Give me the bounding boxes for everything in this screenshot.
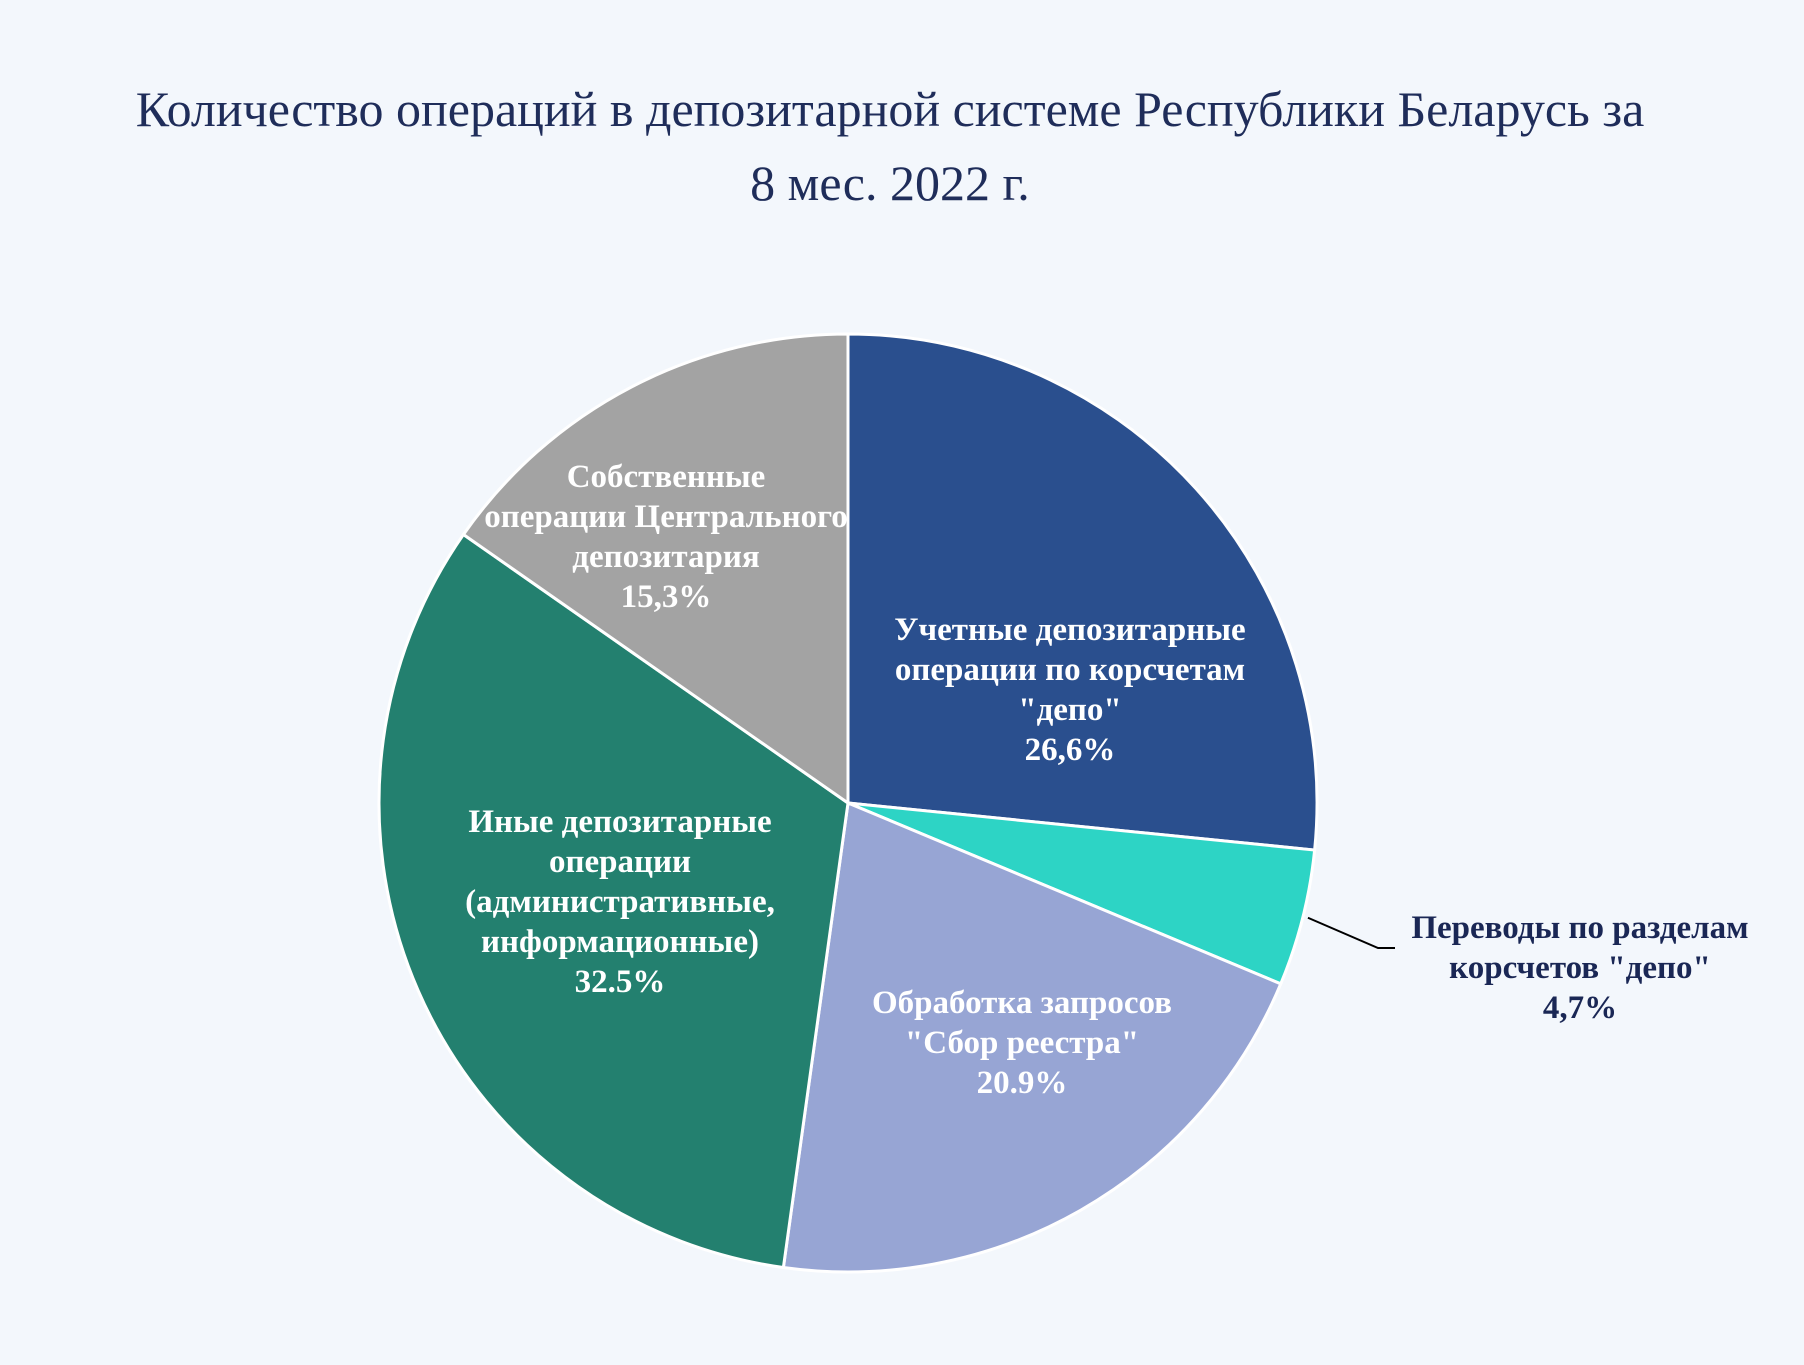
slice-name-line-1-1: корсчетов "депо" (1449, 950, 1711, 986)
chart-title-line-2: 8 мес. 2022 г. (750, 155, 1030, 211)
slice-value-label-3: 32.5% (575, 964, 666, 1000)
slice-name-line-2-1: "Сбор реестра" (905, 1025, 1139, 1061)
slice-label-3: Иные депозитарные операции (административн… (465, 804, 775, 1000)
pie-slice-4 (461, 332, 850, 806)
slice-label-2: Обработка запросов "Сбор реестра" 20.9% (872, 985, 1172, 1101)
slice-name-line-4-1: операции Центрального (484, 499, 848, 535)
slice-name-line-2-0: Обработка запросов (872, 985, 1172, 1021)
slice-value-label-0: 26,6% (1025, 732, 1116, 768)
leader-line-1 (1307, 916, 1395, 949)
slice-value-label-4: 15,3% (621, 579, 712, 615)
slice-name-line-1-0: Переводы по разделам (1411, 910, 1748, 946)
slice-name-line-0-0: Учетные депозитарные (894, 612, 1245, 648)
slice-label-4: Собственные операции Центрального депозита… (484, 459, 848, 615)
slice-name-line-0-1: операции по корсчетам (895, 652, 1245, 688)
pie-slice-3 (377, 532, 850, 1270)
slice-name-line-3-1: операции (549, 844, 691, 880)
chart-title: Количество операций в депозитарной систе… (40, 72, 1740, 220)
slice-value-label-1: 4,7% (1543, 990, 1617, 1026)
slice-name-line-4-0: Собственные (567, 459, 766, 495)
slice-name-line-3-0: Иные депозитарные (468, 804, 771, 840)
slice-label-1: Переводы по разделам корсчетов "депо" 4,7% (1411, 910, 1748, 1026)
pie-slice-0 (846, 332, 1319, 852)
slice-name-line-0-2: "депо" (1018, 692, 1122, 728)
slice-value-label-2: 20.9% (977, 1065, 1068, 1101)
pie-slices (377, 332, 1319, 1274)
slice-name-line-3-3: информационные) (481, 924, 759, 960)
pie-labels: Учетные депозитарные операции по корсчета… (465, 459, 1748, 1101)
slice-name-line-4-2: депозитария (572, 539, 759, 575)
pie-slice-2 (781, 800, 1283, 1274)
slice-name-line-3-2: (административные, (465, 884, 775, 920)
chart-title-line-1: Количество операций в депозитарной систе… (135, 81, 1645, 137)
slice-label-0: Учетные депозитарные операции по корсчета… (894, 612, 1245, 768)
